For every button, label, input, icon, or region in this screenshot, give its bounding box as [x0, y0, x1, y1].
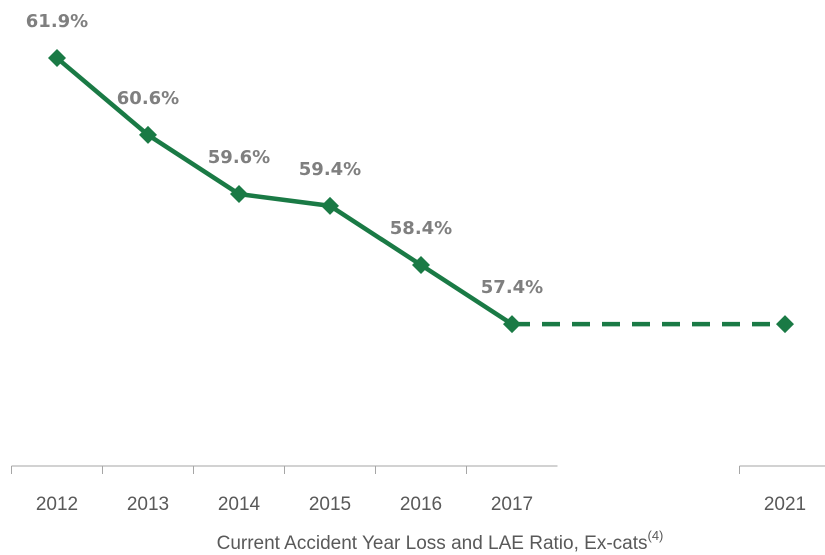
marker [230, 185, 248, 204]
x-tick-label: 2013 [127, 494, 169, 515]
marker [139, 125, 157, 144]
marker [321, 196, 339, 215]
title-text: Current Accident Year Loss and LAE Ratio… [217, 533, 648, 554]
x-tick-label: 2012 [36, 494, 78, 515]
x-tick-label: 2015 [309, 494, 351, 515]
x-tick-label: 2021 [764, 494, 806, 515]
marker [412, 255, 430, 274]
title-note: (4) [648, 528, 664, 543]
marker [503, 315, 521, 334]
data-label: 59.6% [208, 147, 270, 168]
data-label: 60.6% [117, 88, 179, 109]
data-label: 59.4% [299, 159, 361, 180]
x-tick-label: 2014 [218, 494, 261, 515]
marker [48, 49, 66, 68]
data-label: 58.4% [390, 218, 452, 239]
x-tick-label: 2017 [491, 494, 533, 515]
x-tick-label: 2016 [400, 494, 442, 515]
chart-title: Current Accident Year Loss and LAE Ratio… [217, 528, 664, 554]
marker [776, 315, 794, 334]
data-label: 61.9% [26, 11, 88, 32]
data-label: 57.4% [481, 277, 543, 298]
line [55, 56, 514, 326]
